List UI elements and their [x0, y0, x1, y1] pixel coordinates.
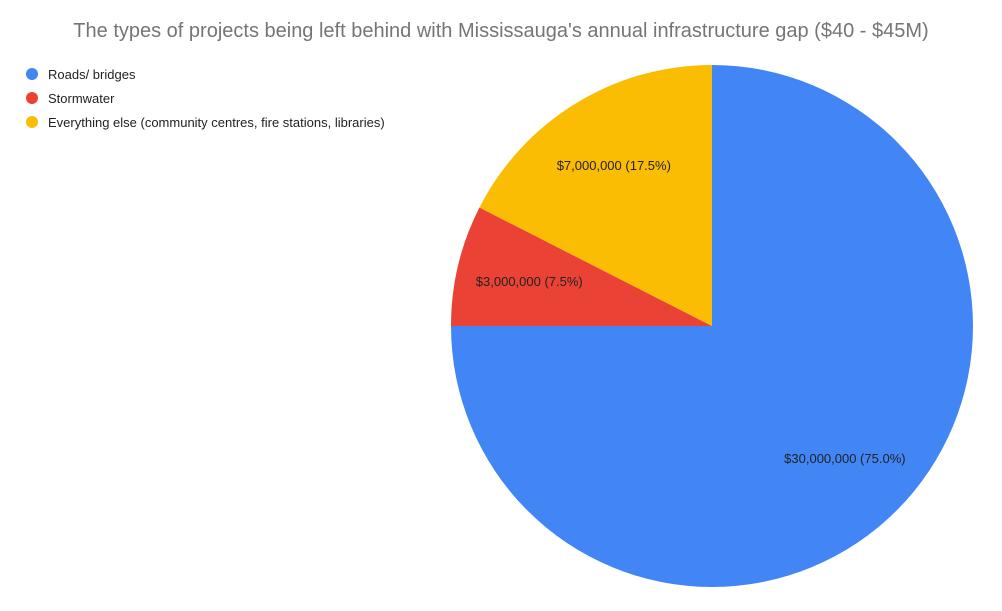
pie-slice-everything-else[interactable]	[479, 65, 712, 326]
legend-swatch	[26, 92, 38, 104]
legend-label: Everything else (community centres, fire…	[48, 114, 385, 130]
legend-swatch	[26, 68, 38, 80]
chart-title: The types of projects being left behind …	[73, 20, 929, 42]
legend-item-roads-bridges[interactable]: Roads/ bridges	[26, 62, 385, 86]
legend-label: Stormwater	[48, 90, 115, 106]
slice-data-label-stormwater: $3,000,000 (7.5%)	[476, 274, 583, 289]
legend-item-stormwater[interactable]: Stormwater	[26, 86, 385, 110]
legend-item-everything-else[interactable]: Everything else (community centres, fire…	[26, 110, 385, 134]
slice-data-label-everything-else: $7,000,000 (17.5%)	[557, 158, 671, 173]
pie-slice-stormwater[interactable]	[451, 207, 712, 326]
legend-swatch	[26, 116, 38, 128]
legend-label: Roads/ bridges	[48, 66, 136, 82]
slice-data-label-roads-bridges: $30,000,000 (75.0%)	[784, 451, 905, 466]
legend: Roads/ bridges Stormwater Everything els…	[26, 62, 385, 134]
